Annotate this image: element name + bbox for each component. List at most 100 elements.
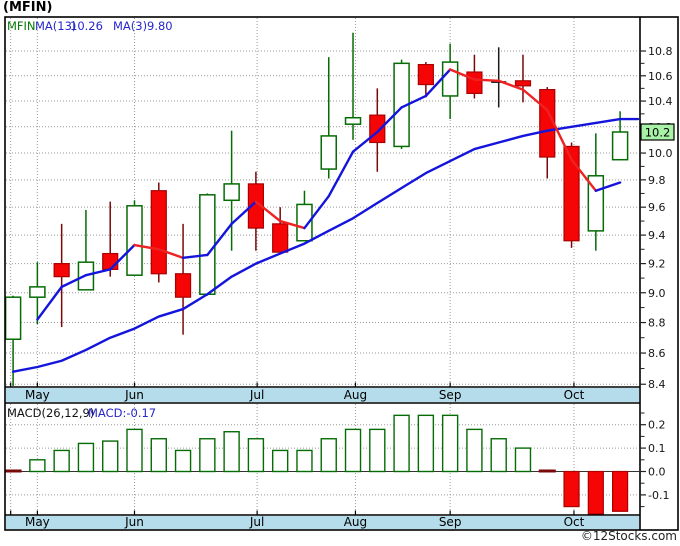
ma3-segment [521, 88, 549, 112]
ma3-segment [546, 108, 573, 161]
ma3-segment [570, 158, 598, 192]
macd-axis-label: 0.2 [648, 419, 666, 432]
ma3-segment [157, 248, 185, 260]
macd-bar-positive [441, 414, 459, 473]
ma3-segment [36, 285, 63, 321]
candle [611, 111, 629, 161]
legend-ma3-value: 9.80 [147, 19, 173, 33]
macd-bar-negative [611, 470, 629, 512]
candle [247, 171, 264, 251]
month-label-top: Sep [439, 388, 462, 402]
month-label-bottom: Jul [249, 515, 264, 529]
macd-bar-positive [320, 438, 337, 473]
candle-body [150, 190, 167, 275]
macd-bar-positive [490, 438, 507, 473]
candle [126, 200, 143, 276]
candle-body [53, 263, 70, 278]
macd-bar-positive [150, 438, 167, 473]
macd-bar-positive [223, 431, 240, 473]
candle-body [126, 205, 143, 276]
macd-bar-positive [53, 449, 70, 473]
price-axis-label: 9.4 [648, 229, 666, 242]
price-axis-label: 10.8 [648, 45, 673, 58]
candle-body [611, 131, 629, 161]
candle [150, 182, 167, 283]
month-label-top: Jul [249, 388, 264, 402]
candle-body [272, 223, 289, 253]
macd-histogram [4, 414, 629, 515]
price-axis-label: 8.4 [648, 378, 666, 391]
candle [296, 190, 313, 242]
ma3-segment [594, 181, 622, 192]
macd-bar-positive [29, 459, 46, 473]
candle [223, 130, 240, 251]
month-label-top: Jun [124, 388, 144, 402]
ma3-segment [327, 150, 355, 198]
legend-ma13-value: 10.26 [70, 19, 103, 33]
macd-bar-negative [563, 470, 580, 508]
candle-body [344, 116, 362, 125]
price-axis-label: 9.6 [648, 201, 666, 214]
ma3-segment [181, 253, 209, 260]
ma3-segment [424, 68, 452, 98]
credit-link[interactable]: ©12Stocks.com [580, 529, 677, 543]
candle [587, 133, 605, 251]
ma3-segment [109, 243, 136, 271]
candle-body [466, 71, 483, 95]
macd-bar-positive [296, 449, 313, 473]
ma3-line [36, 68, 622, 321]
price-axis-label: 8.8 [648, 317, 666, 330]
macd-bar-positive [247, 438, 265, 473]
legend-ma13-label: MA(13) [35, 19, 77, 33]
month-label-bottom: Oct [564, 515, 585, 529]
month-labels: May May Jun Jun Jul Jul Aug Aug Sep Sep Oct Oct [25, 388, 585, 529]
candle [514, 54, 532, 103]
current-price-value: 10.2 [645, 126, 671, 140]
macd-axis-label: 0.0 [648, 466, 666, 479]
macd-bar-positive [199, 438, 216, 473]
month-label-bottom: May [25, 515, 50, 529]
candle [441, 43, 459, 120]
macd-value-label: MACD:-0.17 [88, 406, 157, 420]
month-label-bottom: Aug [344, 515, 367, 529]
date-strip-top [6, 388, 639, 402]
candle [272, 207, 289, 253]
ma3-segment [84, 268, 112, 277]
candle [53, 223, 70, 328]
candle-body [563, 145, 580, 242]
date-strips [6, 388, 639, 529]
macd-bar-positive [393, 414, 410, 473]
ma3-segment [230, 200, 258, 226]
candle [320, 57, 337, 179]
price-axis-label: 9.8 [648, 174, 666, 187]
ma3-segment [400, 94, 428, 109]
candle-body [223, 183, 240, 202]
candle-body [417, 63, 434, 86]
month-label-top: May [25, 388, 50, 402]
candle [199, 193, 216, 296]
macd-axis: 0.2 0.1 0.0 -0.1 [640, 412, 669, 508]
macd-bar-positive [102, 440, 119, 473]
ma3-segment [278, 219, 306, 230]
candle [174, 223, 192, 335]
candle-body [174, 273, 192, 298]
legend-ma3-label: MA(3) [113, 19, 148, 33]
current-price-marker: 10.2 [640, 123, 675, 141]
macd-axis-label: -0.1 [648, 489, 669, 502]
ma13-line [11, 117, 640, 373]
ma3-segment [497, 79, 525, 91]
macd-bar-positive [466, 428, 483, 473]
candle [417, 62, 434, 98]
ma3-segment [376, 106, 403, 134]
macd-bar-positive [77, 442, 95, 473]
candle-body [369, 114, 386, 144]
ma3-segment [303, 194, 330, 230]
candle-body [320, 135, 337, 170]
price-axis-label: 10.6 [648, 70, 673, 83]
price-axis-label: 9.0 [648, 287, 666, 300]
outer-frame [4, 16, 679, 531]
ma3-segment [448, 68, 476, 81]
candle-body [29, 286, 46, 298]
